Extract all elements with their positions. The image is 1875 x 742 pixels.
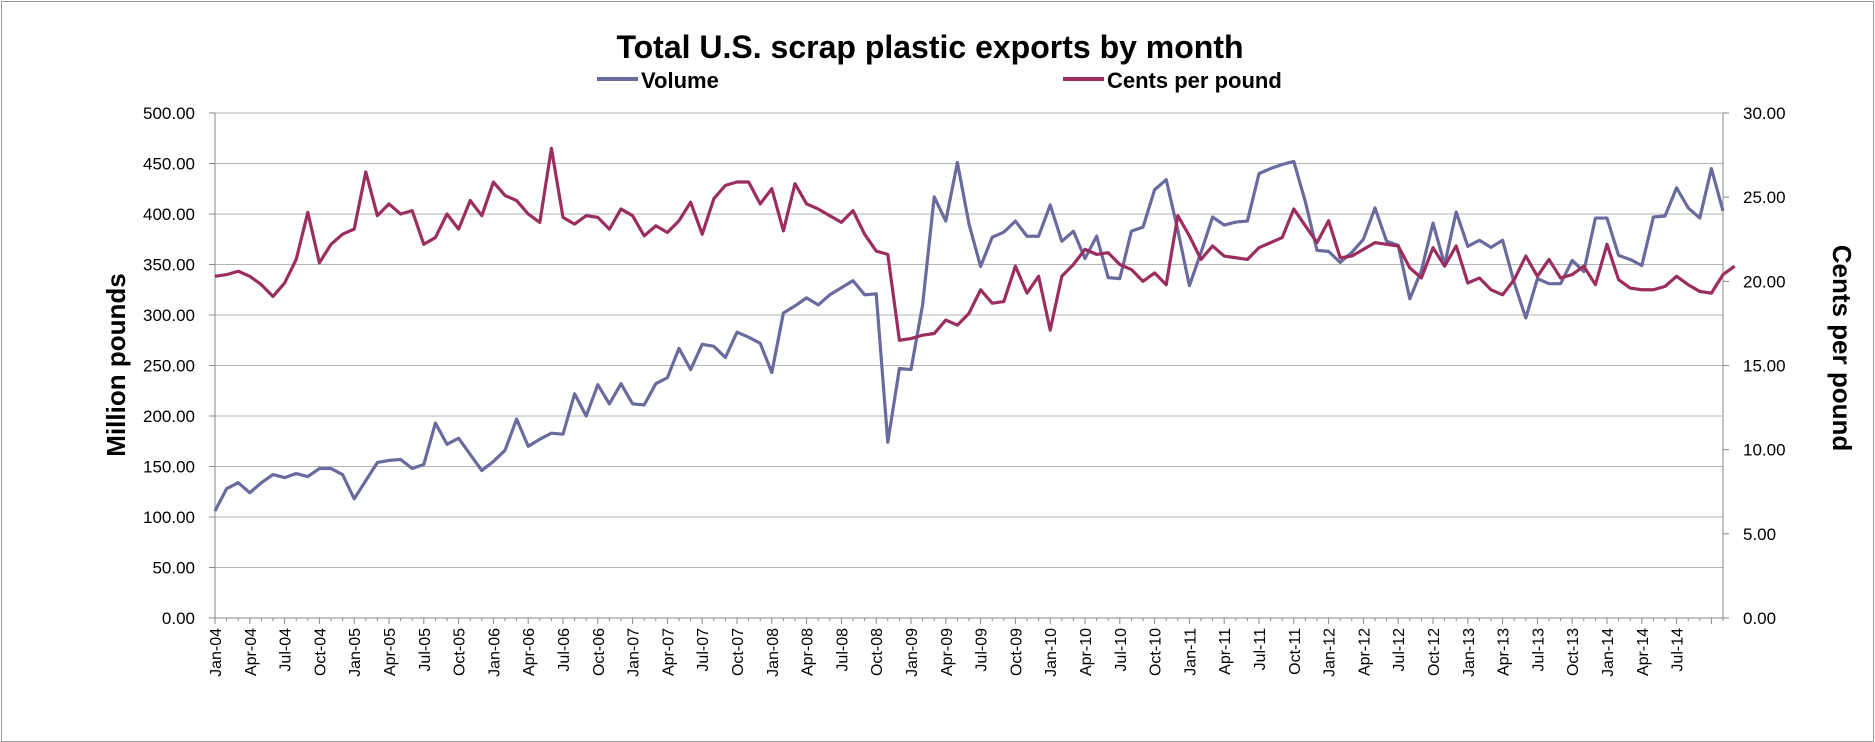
x-tick-label: Apr-04: [243, 628, 260, 676]
left-axis-title: Million pounds: [101, 273, 131, 456]
left-tick-label: 150.00: [143, 458, 195, 477]
left-axis-ticks: 0.00 50.00 100.00 150.00 200.00 250.00 300.00 3…: [143, 104, 215, 628]
x-tick-label: Apr-08: [800, 628, 817, 676]
x-tick-label: Jul-12: [1391, 628, 1408, 672]
x-tick-label: Oct-05: [452, 628, 469, 676]
left-tick-label: 0.00: [162, 609, 195, 628]
right-tick-label: 25.00: [1743, 188, 1786, 207]
x-tick-label: Apr-12: [1356, 628, 1373, 676]
left-tick-label: 350.00: [143, 256, 195, 275]
x-tick-label: Jul-13: [1530, 628, 1547, 672]
x-tick-label: Jan-14: [1600, 628, 1617, 677]
left-tick-label: 250.00: [143, 357, 195, 376]
x-tick-label: Apr-09: [939, 628, 956, 676]
x-tick-label: Apr-10: [1078, 628, 1095, 676]
series-lines: [213, 146, 1736, 512]
series-line-volume: [213, 159, 1725, 512]
x-tick-label: Jan-12: [1322, 628, 1339, 677]
x-tick-label: Oct-04: [312, 628, 329, 676]
x-tick-label: Oct-08: [869, 628, 886, 676]
x-tick-label: Apr-11: [1217, 628, 1234, 675]
x-tick-label: Apr-06: [521, 628, 538, 676]
right-axis-ticks: 0.00 5.00 10.00 15.00 20.00 25.00 30.00: [1723, 104, 1786, 628]
right-axis-title: Cents per pound: [1827, 245, 1857, 452]
legend-label-volume: Volume: [641, 68, 719, 93]
x-tick-label: Jan-10: [1043, 628, 1060, 677]
x-tick-label: Oct-11: [1287, 628, 1304, 675]
left-tick-label: 300.00: [143, 306, 195, 325]
left-tick-label: 450.00: [143, 155, 195, 174]
x-tick-label: Jan-09: [904, 628, 921, 677]
x-tick-label: Jul-11: [1252, 628, 1269, 670]
x-tick-label: Jan-08: [765, 628, 782, 677]
x-tick-label: Jul-09: [974, 628, 991, 672]
x-tick-label: Jan-05: [347, 628, 364, 677]
left-tick-label: 400.00: [143, 205, 195, 224]
legend: Volume Cents per pound: [597, 68, 1282, 93]
right-tick-label: 5.00: [1743, 525, 1776, 544]
x-tick-label: Apr-05: [382, 628, 399, 676]
right-tick-label: 0.00: [1743, 609, 1776, 628]
left-tick-label: 50.00: [152, 559, 195, 578]
left-tick-label: 100.00: [143, 508, 195, 527]
x-tick-label: Apr-13: [1496, 628, 1513, 676]
x-tick-label: Jan-13: [1461, 628, 1478, 677]
legend-label-cents: Cents per pound: [1107, 68, 1282, 93]
x-tick-label: Jul-07: [695, 628, 712, 672]
x-tick-label: Jul-05: [417, 628, 434, 672]
x-tick-label: Jul-04: [278, 628, 295, 672]
x-tick-label: Oct-07: [730, 628, 747, 676]
x-tick-label: Oct-13: [1565, 628, 1582, 676]
x-tick-label: Oct-06: [591, 628, 608, 676]
x-tick-label: Oct-09: [1008, 628, 1025, 676]
right-tick-label: 10.00: [1743, 441, 1786, 460]
x-tick-label: Jan-04: [208, 628, 225, 677]
x-tick-label: Jul-06: [556, 628, 573, 672]
x-tick-label: Apr-07: [660, 628, 677, 676]
series-line-cents-per-pound: [214, 146, 1736, 342]
x-tick-label: Jul-10: [1113, 628, 1130, 672]
x-tick-label: Oct-10: [1148, 628, 1165, 676]
x-tick-label: Jul-08: [834, 628, 851, 672]
right-tick-label: 20.00: [1743, 272, 1786, 291]
x-tick-label: Jul-14: [1670, 628, 1687, 672]
left-tick-label: 500.00: [143, 104, 195, 123]
x-tick-label: Oct-12: [1426, 628, 1443, 676]
x-axis-ticks: Jan-04 Apr-04 Jul-04 Oct-04 Jan-05 Apr-05 Jul-…: [208, 618, 1724, 677]
x-tick-label: Jan-11: [1182, 628, 1199, 676]
x-tick-label: Jan-07: [626, 628, 643, 677]
x-tick-label: Apr-14: [1635, 628, 1652, 676]
gridlines: [214, 112, 1724, 619]
x-tick-label: Jan-06: [486, 628, 503, 677]
left-tick-label: 200.00: [143, 407, 195, 426]
right-tick-label: 15.00: [1743, 357, 1786, 376]
right-tick-label: 30.00: [1743, 104, 1786, 123]
chart-title: Total U.S. scrap plastic exports by mont…: [616, 29, 1243, 65]
